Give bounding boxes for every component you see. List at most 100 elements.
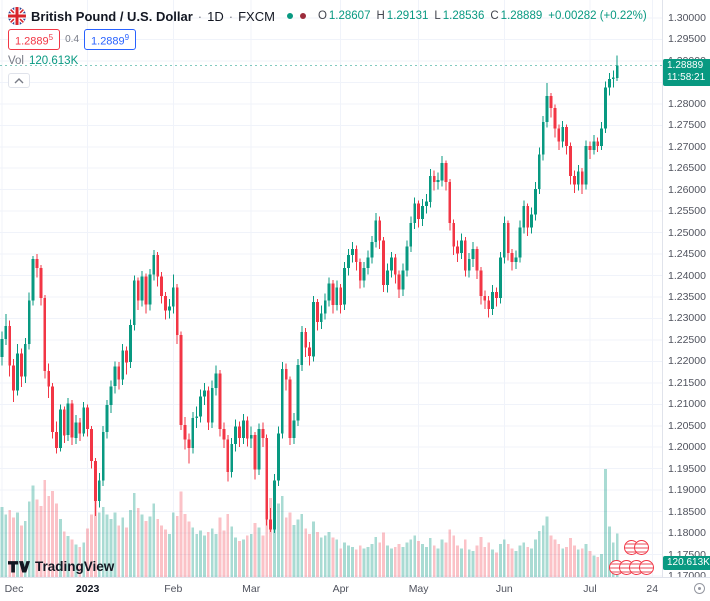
candle (351, 242, 354, 263)
candle (66, 397, 70, 441)
volume-bar (35, 499, 39, 577)
volume-bar (206, 532, 210, 577)
volume-bar (296, 519, 300, 577)
candle (242, 413, 245, 444)
volume-bar (483, 546, 487, 577)
price-tick-label: 1.26500 (668, 162, 706, 175)
volume-bar (549, 535, 553, 577)
high-label: H (376, 10, 385, 22)
volume-bar (362, 548, 366, 578)
candle (530, 207, 533, 234)
candle (557, 124, 561, 151)
candle (475, 246, 479, 279)
candle (405, 240, 409, 277)
candle (222, 422, 226, 449)
time-tick-label: Dec (4, 583, 24, 595)
chart-legend: British Pound / U.S. Dollar · 1D · FXCM … (8, 7, 647, 88)
price-tick-label: 1.22500 (668, 333, 706, 346)
volume-bar (238, 541, 241, 577)
economic-event-icon[interactable] (634, 540, 649, 555)
time-tick-label: Apr (332, 583, 349, 595)
volume-bar (351, 546, 354, 577)
candle (206, 386, 210, 431)
interval-label[interactable]: 1D (207, 8, 224, 24)
candle (253, 432, 257, 480)
volume-bar (117, 525, 121, 578)
candle (584, 140, 588, 190)
candle (456, 240, 459, 262)
symbol-row: British Pound / U.S. Dollar · 1D · FXCM … (8, 7, 647, 25)
close-label: C (490, 10, 499, 22)
candle (549, 93, 553, 118)
price-scale[interactable]: 1.300001.295001.290001.285001.280001.275… (662, 0, 710, 582)
candle (94, 458, 97, 516)
candle (592, 134, 596, 155)
time-scale[interactable]: Dec 2023 Feb Mar Apr May Jun Jul 24 (0, 577, 710, 601)
candle (444, 160, 448, 191)
volume-bar (510, 548, 514, 578)
candle (284, 363, 288, 391)
candle (502, 216, 506, 264)
symbol-title[interactable]: British Pound / U.S. Dollar (31, 8, 193, 24)
candle (390, 251, 393, 278)
exchange-label[interactable]: FXCM (238, 8, 275, 24)
volume-bar (168, 533, 171, 577)
volume-bar (164, 529, 167, 577)
volume-bar (565, 546, 568, 577)
sell-button[interactable]: 1.28895 (8, 28, 61, 51)
candle (573, 170, 576, 194)
volume-bar (51, 490, 54, 578)
grid-layer (0, 0, 662, 577)
buy-button[interactable]: 1.28899 (84, 28, 137, 51)
volume-bar (463, 539, 467, 577)
candle (129, 319, 132, 368)
candle (319, 305, 323, 330)
candle (483, 290, 487, 309)
candle (354, 245, 358, 271)
volume-bar (113, 512, 117, 577)
chevron-up-icon (14, 77, 24, 83)
candle (397, 270, 401, 298)
candle (121, 344, 125, 385)
candle (273, 473, 276, 534)
candle (393, 254, 397, 284)
low-label: L (434, 10, 441, 22)
last-price-badge[interactable]: 1.28889 11:58:21 (663, 58, 710, 86)
volume-bar (16, 512, 19, 577)
volume-bar (59, 518, 62, 577)
candle (300, 326, 304, 371)
volume-bar (144, 520, 148, 577)
pane-collapse-button[interactable] (8, 73, 30, 88)
candle (238, 421, 241, 448)
candle (522, 200, 526, 234)
volume-bar (615, 533, 619, 577)
candle (82, 402, 86, 437)
tradingview-logo-icon (8, 560, 30, 572)
volume-bar (479, 536, 483, 578)
economic-event-icon[interactable] (639, 560, 654, 575)
candle (576, 164, 580, 191)
volume-bar (125, 527, 128, 577)
volume-bar (518, 545, 522, 577)
candle (370, 236, 374, 264)
candle (39, 264, 43, 306)
candle (499, 251, 502, 304)
volume-bar (0, 506, 4, 577)
tradingview-logo[interactable]: TradingView (8, 559, 114, 574)
volume-bar (109, 518, 113, 577)
volume-bar (218, 517, 222, 577)
time-tick-label: May (408, 583, 429, 595)
volume-bar (592, 555, 596, 577)
volume-bar (331, 537, 335, 577)
time-axis-settings-icon[interactable] (694, 583, 705, 594)
candle (308, 342, 311, 366)
candle (280, 362, 284, 439)
volume-layer (0, 469, 619, 578)
candle (74, 415, 78, 444)
volume-bar (444, 542, 448, 577)
bid-ask-row: 1.28895 0.4 1.28899 (8, 28, 647, 51)
volume-bar (499, 543, 502, 577)
volume-bar (467, 549, 471, 577)
candle (168, 299, 171, 319)
